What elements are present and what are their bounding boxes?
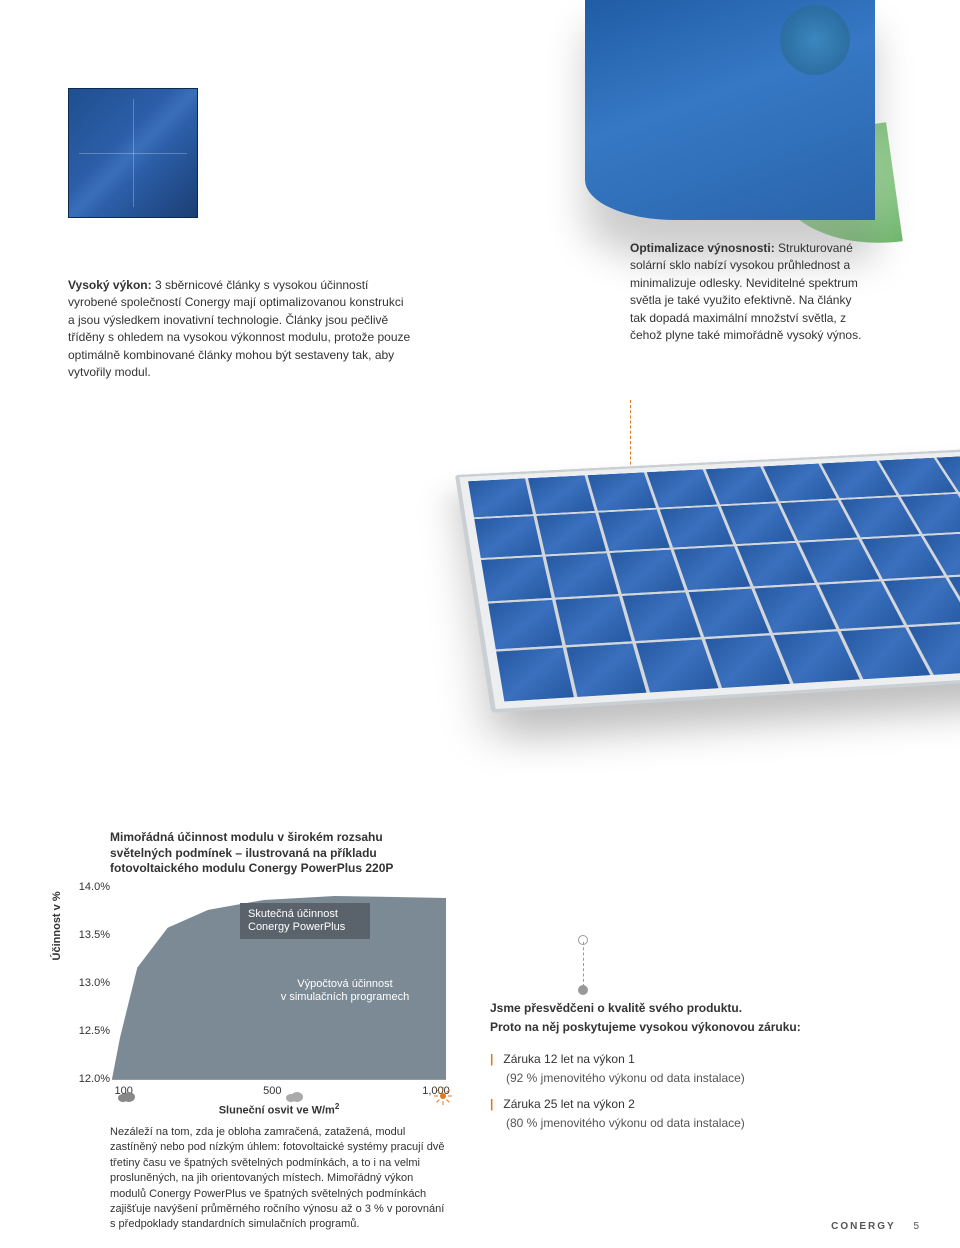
chart-y-tick: 14.0%	[79, 880, 110, 896]
warranty-section: Jsme přesvědčeni o kvalitě svého produkt…	[490, 1000, 860, 1140]
chart-x-tick: 500	[263, 1084, 281, 1100]
chart-x-ticks: 1005001,000	[112, 1082, 446, 1102]
warranty-item-sub: (92 % jmenovitého výkonu od data instala…	[490, 1070, 860, 1087]
chart-explanation-paragraph: Nezáleží na tom, zda je obloha zamračená…	[110, 1125, 445, 1233]
chart-y-tick: 13.5%	[79, 928, 110, 944]
chart-y-axis-label: Účinnost v %	[50, 891, 66, 960]
chart-x-axis-label-text: Sluneční osvit ve W/m	[219, 1105, 335, 1117]
chart-legend-sim-line1: Výpočtová účinnost	[270, 978, 420, 991]
warranty-item-sub: (80 % jmenovitého výkonu od data instala…	[490, 1115, 860, 1132]
warranty-callout-dot-bottom	[578, 985, 588, 995]
chart-y-tick: 13.0%	[79, 976, 110, 992]
cloud-icon	[284, 1089, 304, 1103]
warranty-item: |Záruka 25 let na výkon 2	[490, 1096, 860, 1113]
solar-glass-corner-image	[585, 0, 875, 220]
chart-legend-actual-line2: Conergy PowerPlus	[248, 921, 362, 934]
warranty-list: |Záruka 12 let na výkon 1(92 % jmenovité…	[490, 1051, 860, 1133]
bullet-bar-icon: |	[490, 1051, 503, 1068]
chart-caption: Mimořádná účinnost modulu v širokém rozs…	[110, 830, 420, 877]
warranty-callout-line	[583, 942, 584, 987]
chart-legend-actual: Skutečná účinnost Conergy PowerPlus	[240, 903, 370, 939]
chart-x-axis-label: Sluneční osvit ve W/m2	[112, 1101, 446, 1120]
chart-legend-sim-line2: v simulačních programech	[270, 991, 420, 1004]
chart-plot-area: Skutečná účinnost Conergy PowerPlus Výpo…	[112, 888, 446, 1080]
efficiency-chart: Účinnost v % 14.0%13.5%13.0%12.5%12.0% S…	[56, 888, 446, 1102]
page-footer: CONERGY 5	[831, 1220, 920, 1235]
yield-optimization-lead: Optimalizace výnosnosti:	[630, 241, 775, 255]
cloud-icon	[116, 1089, 136, 1103]
yield-optimization-body: Strukturované solární sklo nabízí vysoko…	[630, 241, 861, 342]
chart-x-axis-label-sup: 2	[335, 1102, 339, 1111]
chart-legend-actual-line1: Skutečná účinnost	[248, 908, 362, 921]
footer-brand: CONERGY	[831, 1221, 896, 1232]
warranty-item-main: Záruka 12 let na výkon 1	[503, 1051, 634, 1068]
yield-optimization-paragraph: Optimalizace výnosnosti: Strukturované s…	[630, 240, 865, 344]
solar-cell-thumbnail	[68, 88, 198, 218]
warranty-item-main: Záruka 25 let na výkon 2	[503, 1096, 634, 1113]
warranty-heading-2: Proto na něj poskytujeme vysokou výkonov…	[490, 1019, 860, 1036]
bullet-bar-icon: |	[490, 1096, 503, 1113]
chart-y-tick: 12.5%	[79, 1024, 110, 1040]
high-output-lead: Vysoký výkon:	[68, 278, 152, 292]
sun-icon	[434, 1087, 452, 1105]
chart-y-tick: 12.0%	[79, 1072, 110, 1088]
high-output-body: 3 sběrnicové články s vysokou účinností …	[68, 278, 410, 379]
warranty-item: |Záruka 12 let na výkon 1	[490, 1051, 860, 1068]
solar-panel-hero-image	[455, 448, 960, 713]
footer-page-number: 5	[913, 1221, 920, 1232]
high-output-paragraph: Vysoký výkon: 3 sběrnicové články s vyso…	[68, 277, 413, 381]
chart-legend-sim: Výpočtová účinnost v simulačních program…	[270, 978, 420, 1004]
warranty-heading-1: Jsme přesvědčeni o kvalitě svého produkt…	[490, 1000, 860, 1017]
chart-y-ticks: 14.0%13.5%13.0%12.5%12.0%	[70, 888, 110, 1102]
